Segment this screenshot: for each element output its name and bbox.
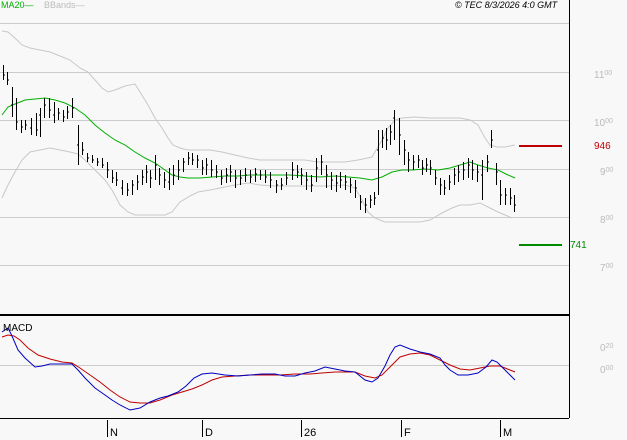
macd-line (1, 327, 516, 411)
bollinger-bands (1, 30, 516, 223)
price-axis-label-800: 800 (600, 215, 614, 226)
support-label: 741 (570, 240, 587, 251)
ma20-line (1, 97, 516, 181)
legend-bbands-swatch: — (75, 0, 85, 10)
macd-signal-line (1, 334, 516, 404)
x-axis-label-d: D (205, 427, 213, 439)
x-axis-ticks (107, 420, 501, 437)
resistance-label: 946 (594, 141, 611, 152)
legend-ma20: MA20 (1, 0, 25, 10)
macd-axis-label-020: 020 (600, 343, 614, 354)
price-bars (3, 65, 516, 213)
x-axis-label-n: N (110, 427, 118, 439)
bb-lower (1, 147, 513, 223)
price-axis-label-700: 700 (600, 263, 614, 274)
x-axis-label-26: 26 (304, 427, 317, 439)
price-axis-label-1100: 1100 (594, 70, 613, 81)
macd-axis-label-000: 000 (600, 365, 614, 376)
copyright-timestamp: © TEC 8/3/2026 4:0 GMT (455, 0, 558, 10)
price-axis-label-1000: 1000 (594, 118, 613, 129)
legend-ma20-swatch: — (24, 0, 34, 10)
price-axis-label-900: 900 (600, 167, 614, 178)
chart-legend: MA20— BBands— (1, 0, 85, 11)
bb-upper (1, 30, 516, 163)
x-axis-label-f: F (404, 427, 411, 439)
legend-bbands: BBands (44, 0, 76, 10)
macd-title: MACD (3, 323, 33, 334)
price-gridlines (0, 72, 569, 266)
x-axis-label-m: M (503, 427, 513, 439)
